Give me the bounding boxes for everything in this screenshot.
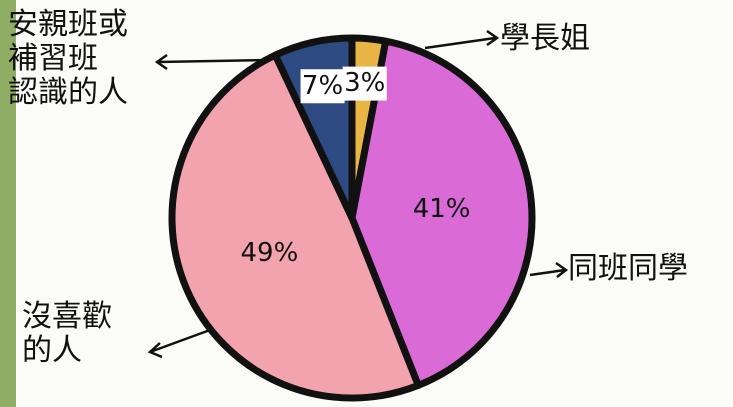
arrow [154, 53, 271, 71]
category-label: 安親班或 補習班 認識的人 [8, 7, 128, 110]
category-label: 同班同學 [568, 251, 688, 286]
value-label: 3% [344, 68, 385, 98]
arrow [147, 328, 211, 359]
category-label: 學長姐 [500, 21, 590, 56]
pie-slice [348, 37, 536, 389]
label-box [300, 69, 345, 104]
paper-edge [0, 0, 16, 407]
value-label: 7% [302, 71, 343, 101]
value-label: 49% [241, 238, 299, 268]
arrow [529, 261, 569, 278]
label-box [342, 66, 387, 101]
value-label: 41% [413, 194, 471, 224]
arrow [424, 29, 500, 50]
pie-slice [168, 51, 422, 402]
category-label: 沒喜歡 的人 [22, 299, 112, 368]
